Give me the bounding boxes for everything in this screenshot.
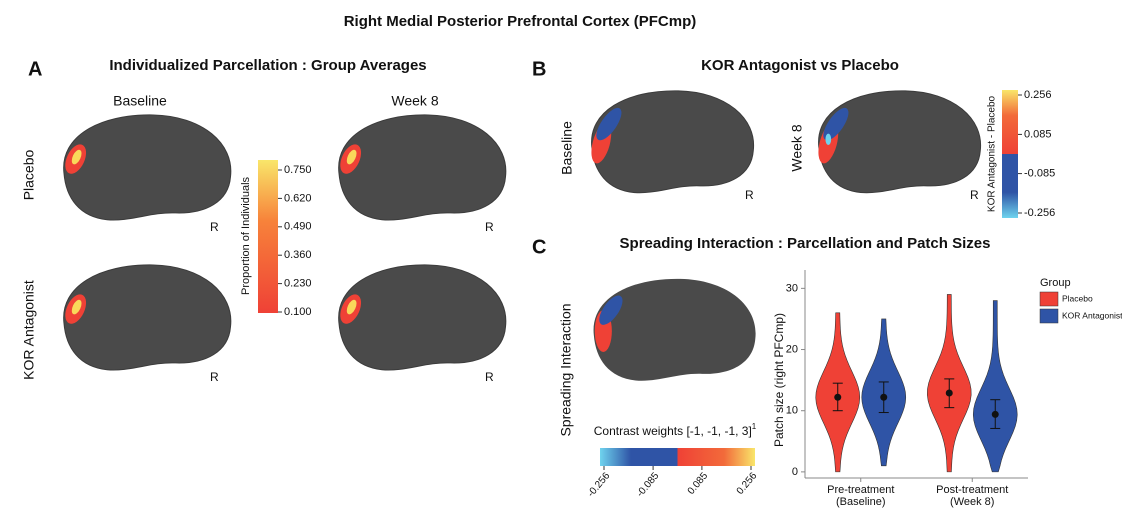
row-label: Baseline <box>559 121 575 175</box>
brain <box>593 278 756 381</box>
brain-surface <box>818 90 982 194</box>
hemisphere-label: R <box>485 370 494 384</box>
activation <box>599 295 623 325</box>
row-label: Placebo <box>21 149 37 200</box>
legend-title: Group <box>1040 277 1071 289</box>
y-axis-label: Patch size (right PFCmp) <box>772 313 786 447</box>
activation <box>71 299 82 315</box>
colorbar-tick-label: 0.620 <box>284 192 312 204</box>
superscript: 1 <box>752 422 757 431</box>
colorbar-tick-label: 0.750 <box>284 164 312 176</box>
mean-point <box>834 393 842 401</box>
hemisphere-label: R <box>745 188 754 202</box>
row-label: KOR Antagonist <box>21 280 37 380</box>
activation <box>71 149 82 165</box>
colorbar-tick-label: 0.085 <box>686 470 711 497</box>
panel-letter: C <box>532 236 546 258</box>
legend-label: KOR Antagonist <box>1062 310 1122 320</box>
brain <box>63 114 232 221</box>
colorbar-tick-label: 0.490 <box>284 221 312 233</box>
legend-label: Placebo <box>1062 293 1093 303</box>
mean-point <box>945 389 953 397</box>
legend-swatch <box>1039 291 1059 307</box>
colorbar-tick-label: 0.256 <box>735 470 760 497</box>
colorbar-tick-label: 0.256 <box>1024 89 1052 101</box>
column-label: Baseline <box>113 93 167 109</box>
x-tick-label: (Week 8) <box>950 496 994 508</box>
hemisphere-label: R <box>210 220 219 234</box>
figure-title: Right Medial Posterior Prefrontal Cortex… <box>344 13 697 30</box>
y-tick-label: 0 <box>792 466 798 478</box>
legend-swatch <box>1039 308 1059 324</box>
brain-surface <box>338 114 507 221</box>
colorbar-tick-label: 0.360 <box>284 249 312 261</box>
brain <box>818 90 982 194</box>
activation <box>346 149 357 165</box>
x-tick-label: Post-treatment <box>936 484 1008 496</box>
mean-point <box>991 410 999 418</box>
brain-surface <box>338 264 507 371</box>
row-label: Week 8 <box>789 124 805 171</box>
activation <box>596 107 622 141</box>
brain-surface <box>591 90 755 194</box>
panel-letter: A <box>28 58 42 80</box>
brain <box>63 264 232 371</box>
activation <box>825 133 832 145</box>
y-tick-label: 20 <box>786 343 798 355</box>
colorbar-tick-label: -0.085 <box>1024 167 1055 179</box>
hemisphere-label: R <box>970 188 979 202</box>
x-tick-label: (Baseline) <box>836 496 886 508</box>
violin <box>972 300 1018 473</box>
y-tick-label: 30 <box>786 282 798 294</box>
brain-surface <box>63 114 232 221</box>
activation <box>346 299 357 315</box>
panel-title: Individualized Parcellation : Group Aver… <box>109 57 426 74</box>
contrast-label: Contrast weights [-1, -1, -1, 3]1 <box>594 422 757 438</box>
brain <box>338 114 507 221</box>
colorbar-tick-label: -0.256 <box>586 470 613 499</box>
hemisphere-label: R <box>485 220 494 234</box>
hemisphere-label: R <box>210 370 219 384</box>
colorbar-label: KOR Antagonist - Placebo <box>987 95 998 212</box>
colorbar-tick-label: -0.256 <box>1024 207 1055 219</box>
activation <box>823 107 849 141</box>
column-label: Week 8 <box>391 93 438 109</box>
brain <box>338 264 507 371</box>
mean-point <box>880 393 888 401</box>
colorbar-tick-label: 0.085 <box>1024 128 1052 140</box>
colorbar <box>600 448 755 466</box>
colorbar-tick-label: 0.230 <box>284 278 312 290</box>
brain-surface <box>63 264 232 371</box>
row-label: Spreading Interaction <box>558 303 574 436</box>
panel-title: KOR Antagonist vs Placebo <box>701 57 899 74</box>
x-tick-label: Pre-treatment <box>827 484 894 496</box>
colorbar <box>1002 90 1018 218</box>
panel-letter: B <box>532 58 546 80</box>
brain <box>591 90 755 194</box>
brain-surface <box>593 278 756 381</box>
colorbar-label: Proportion of Individuals <box>240 176 252 295</box>
colorbar <box>258 160 278 313</box>
contrast-text: Contrast weights [-1, -1, -1, 3] <box>594 424 752 438</box>
y-tick-label: 10 <box>786 405 798 417</box>
colorbar-tick-label: -0.085 <box>635 470 662 499</box>
panel-title: Spreading Interaction : Parcellation and… <box>620 235 991 252</box>
colorbar-tick-label: 0.100 <box>284 306 312 318</box>
